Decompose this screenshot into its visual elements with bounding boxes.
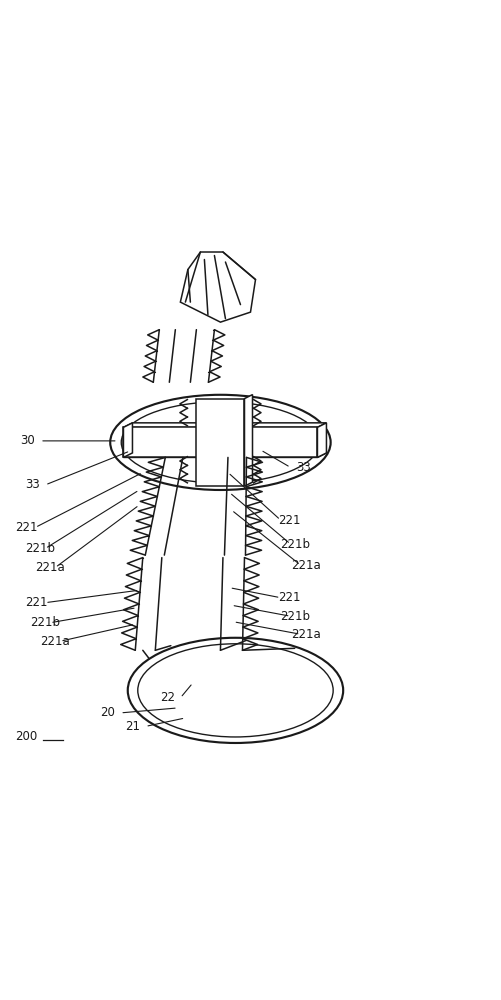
Text: 30: 30 (20, 434, 35, 447)
Polygon shape (123, 427, 318, 457)
Polygon shape (123, 423, 327, 427)
Text: 221b: 221b (30, 616, 60, 629)
Text: 221b: 221b (281, 610, 311, 623)
Text: 221b: 221b (25, 542, 55, 555)
Text: 221a: 221a (40, 635, 70, 648)
Polygon shape (196, 399, 244, 486)
Text: 221: 221 (25, 596, 48, 609)
Text: 221: 221 (15, 521, 38, 534)
Text: 200: 200 (15, 730, 37, 743)
Polygon shape (244, 395, 253, 486)
Text: 221a: 221a (291, 559, 321, 572)
Text: 221: 221 (278, 514, 301, 527)
Text: 20: 20 (100, 706, 115, 719)
Polygon shape (123, 423, 132, 457)
Text: 22: 22 (160, 691, 175, 704)
Text: 221a: 221a (35, 561, 65, 574)
Text: 221: 221 (278, 591, 301, 604)
Polygon shape (180, 252, 256, 322)
Text: 33: 33 (25, 478, 40, 491)
Polygon shape (123, 453, 327, 457)
Text: 21: 21 (125, 720, 140, 733)
Text: 33: 33 (296, 461, 311, 474)
Text: 221b: 221b (281, 538, 311, 551)
Text: 221a: 221a (291, 628, 321, 641)
Polygon shape (318, 423, 327, 457)
